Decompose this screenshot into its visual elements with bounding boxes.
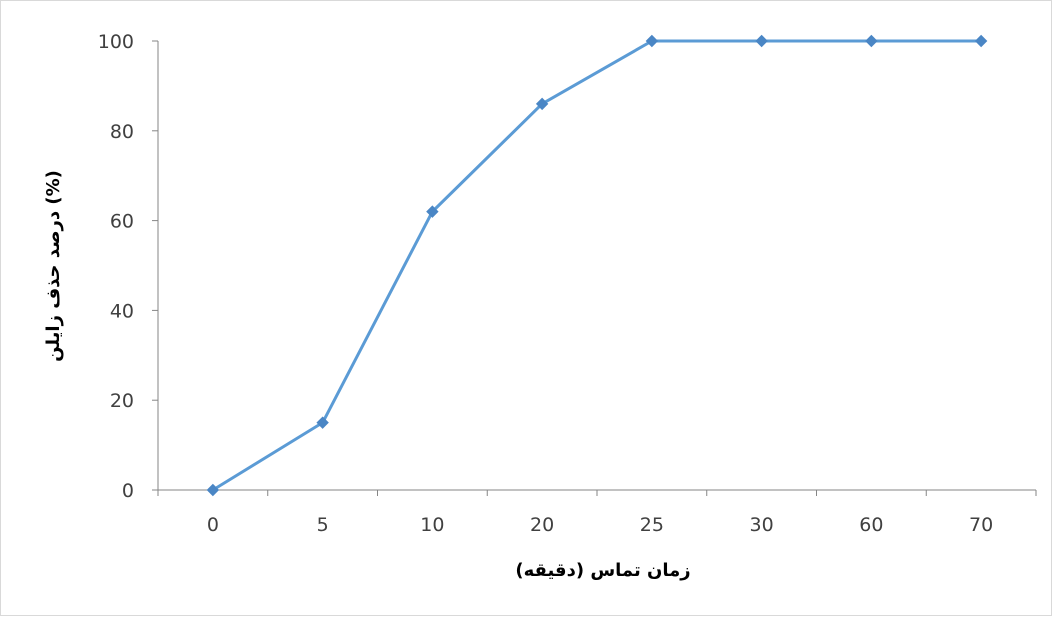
x-axis-title: زمان تماس (دقیقه) bbox=[515, 560, 690, 581]
y-tick-label: 60 bbox=[110, 211, 134, 233]
data-point-marker bbox=[316, 416, 329, 429]
y-tick-label: 40 bbox=[110, 300, 134, 322]
x-tick-label: 60 bbox=[859, 514, 883, 536]
tick-labels: 0 20 40 60 80 100 0 5 10 20 25 30 60 70 bbox=[98, 31, 993, 536]
y-tick-label: 20 bbox=[110, 390, 134, 412]
y-tick-label: 100 bbox=[98, 31, 134, 53]
data-point-marker bbox=[865, 34, 878, 48]
x-tick-label: 10 bbox=[420, 514, 444, 536]
data-point-marker bbox=[426, 205, 439, 218]
data-point-marker bbox=[974, 34, 988, 48]
y-axis-title: درصد حذف زایلن (%) bbox=[43, 170, 64, 362]
y-tick-label: 80 bbox=[110, 121, 134, 143]
axes bbox=[152, 40, 1037, 496]
series-layer bbox=[206, 34, 988, 497]
series-line bbox=[211, 39, 983, 492]
data-point-marker bbox=[755, 34, 768, 48]
x-tick-label: 20 bbox=[530, 514, 554, 536]
x-tick-label: 70 bbox=[969, 514, 993, 536]
x-tick-label: 30 bbox=[750, 514, 774, 536]
data-point-marker bbox=[645, 34, 659, 48]
y-tick-label: 0 bbox=[122, 480, 134, 502]
data-point-marker bbox=[535, 97, 549, 111]
x-tick-label: 25 bbox=[640, 514, 664, 536]
data-point-marker bbox=[206, 483, 220, 497]
x-tick-label: 5 bbox=[317, 514, 329, 536]
x-tick-label: 0 bbox=[207, 514, 219, 536]
